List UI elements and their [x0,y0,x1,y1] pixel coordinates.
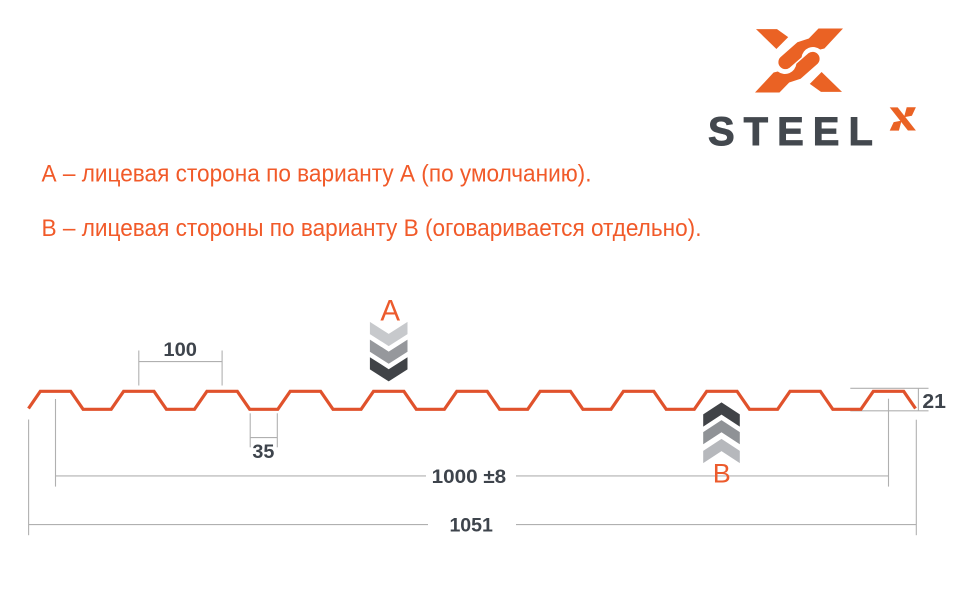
svg-text:В – лицевая стороны по вариант: В – лицевая стороны по варианту В (огова… [42,215,702,242]
svg-text:В: В [713,458,731,488]
svg-text:А – лицевая сторона по вариант: А – лицевая сторона по варианту А (по ум… [42,160,592,187]
svg-text:А: А [380,294,400,327]
svg-text:100: 100 [163,339,197,361]
svg-text:35: 35 [252,441,274,463]
svg-text:1000 ±8: 1000 ±8 [432,466,507,488]
svg-text:21: 21 [922,390,946,413]
svg-text:1051: 1051 [449,514,493,536]
svg-text:STEEL: STEEL [708,110,882,154]
